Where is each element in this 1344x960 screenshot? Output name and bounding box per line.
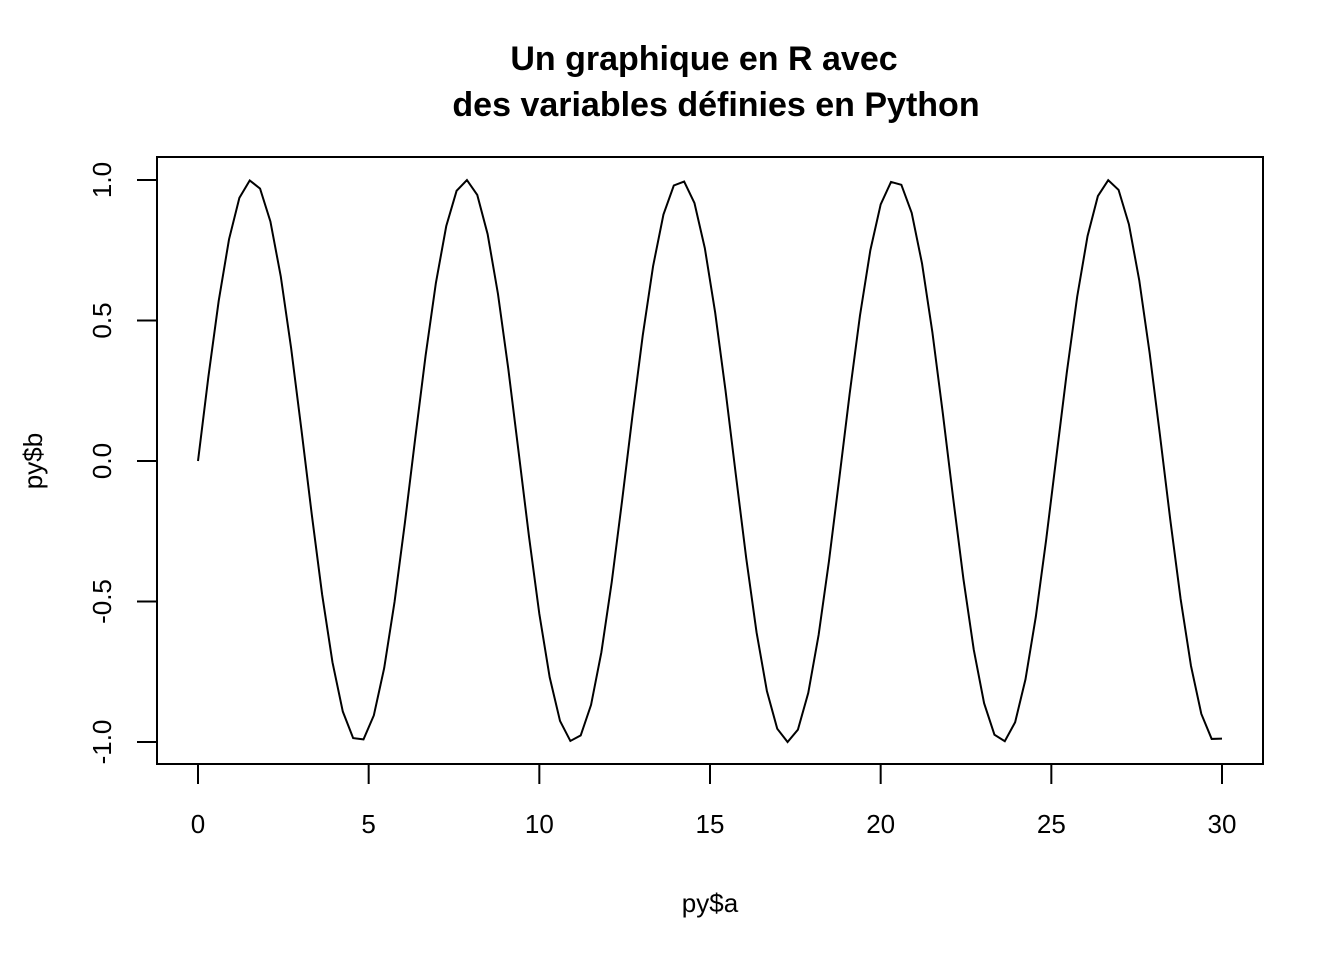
y-tick-label: 0.0 <box>87 443 117 479</box>
y-axis-label: py$b <box>18 433 48 489</box>
series-line <box>197 178 1223 744</box>
x-tick-label: 10 <box>525 809 554 839</box>
x-tick-label: 0 <box>191 809 205 839</box>
plot-frame <box>156 156 1264 765</box>
x-tick-label: 20 <box>866 809 895 839</box>
y-axis: -1.0 -0.5 0.0 0.5 1.0 <box>87 162 158 765</box>
y-tick-label: -1.0 <box>87 720 117 765</box>
x-tick-label: 25 <box>1037 809 1066 839</box>
x-axis: 0 5 10 15 20 25 30 <box>191 763 1237 839</box>
y-tick-label: 1.0 <box>87 162 117 198</box>
chart-title-line-2: des variables définies en Python <box>452 86 979 124</box>
y-tick-label: -0.5 <box>87 579 117 624</box>
x-tick-label: 30 <box>1208 809 1237 839</box>
y-tick-label: 0.5 <box>87 302 117 338</box>
x-axis-label: py$a <box>682 888 739 918</box>
x-tick-label: 15 <box>696 809 725 839</box>
x-tick-label: 5 <box>361 809 375 839</box>
chart-title-line-1: Un graphique en R avec <box>510 40 897 78</box>
